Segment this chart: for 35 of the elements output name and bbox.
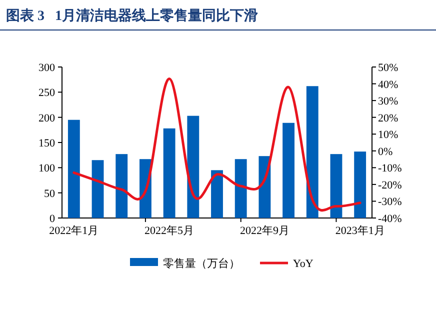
bar [187,116,200,218]
y2-tick-label: -30% [378,196,402,208]
y-tick-label: 50 [44,188,56,200]
bar [116,154,128,218]
bar [211,170,223,218]
bar [282,122,294,218]
x-tick-label: 2022年9月 [240,225,290,237]
bar [68,120,80,218]
y2-tick-label: -40% [378,213,402,225]
y2-tick-label: 0% [378,146,393,158]
chart-title: 图表 3 1月清洁电器线上零售量同比下滑 [6,8,258,24]
y-tick-label: 300 [38,62,56,74]
y-tick-label: 100 [38,162,56,175]
x-tick-label: 2022年1月 [49,225,99,237]
x-tick-label: 2022年5月 [144,225,194,237]
bar [92,160,104,218]
y2-tick-label: 20% [378,112,398,124]
y2-tick-label: -10% [378,162,402,175]
bar [306,86,318,218]
y-tick-label: 0 [50,213,56,225]
y-tick-label: 150 [38,138,56,150]
bar [330,154,342,218]
y-tick-label: 200 [38,112,56,124]
bar [163,128,176,218]
y-tick-label: 250 [38,87,56,100]
y2-tick-label: 10% [378,129,398,142]
legend-label: 零售量（万台） [163,257,240,270]
legend-label: YoY [293,258,314,270]
x-tick-label: 2023年1月 [335,225,385,237]
y2-tick-label: 50% [378,62,398,74]
y2-tick-label: -20% [378,179,402,192]
y2-tick-label: 40% [378,78,398,91]
bar [354,152,366,218]
bar [234,159,247,218]
y2-tick-label: 30% [378,96,398,108]
